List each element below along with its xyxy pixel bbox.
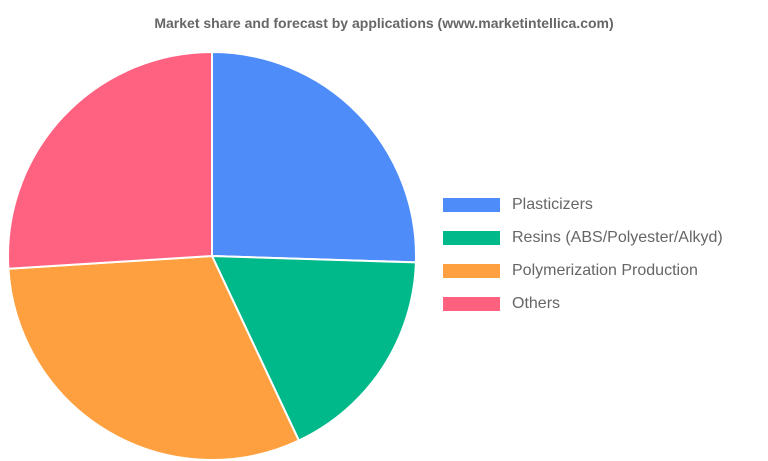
legend-label: Resins (ABS/Polyester/Alkyd) (512, 229, 723, 246)
chart-title: Market share and forecast by application… (154, 15, 614, 31)
legend-swatch (443, 198, 500, 212)
legend-swatch (443, 297, 500, 311)
legend-item-resins[interactable]: Resins (ABS/Polyester/Alkyd) (443, 227, 723, 260)
legend-swatch (443, 264, 500, 278)
legend-label: Plasticizers (512, 196, 593, 213)
pie-slice-plasticizers[interactable] (211, 51, 417, 264)
pie-slice-polymerization-production[interactable] (7, 255, 300, 461)
pie-slice-resins-abs-polyester-alkyd[interactable] (211, 255, 417, 442)
legend-item-polymerization-production[interactable]: Polymerization Production (443, 260, 723, 293)
legend-item-others[interactable]: Others (443, 293, 723, 326)
pie-slice-others[interactable] (6, 51, 213, 270)
legend-label: Others (512, 295, 561, 312)
legend-swatch (443, 231, 500, 245)
legend-item-plasticizers[interactable]: Plasticizers (443, 194, 723, 227)
legend: Plasticizers Resins (ABS/Polyester/Alkyd… (443, 194, 723, 326)
legend-label: Polymerization Production (512, 262, 698, 279)
pie-slices (6, 51, 417, 461)
